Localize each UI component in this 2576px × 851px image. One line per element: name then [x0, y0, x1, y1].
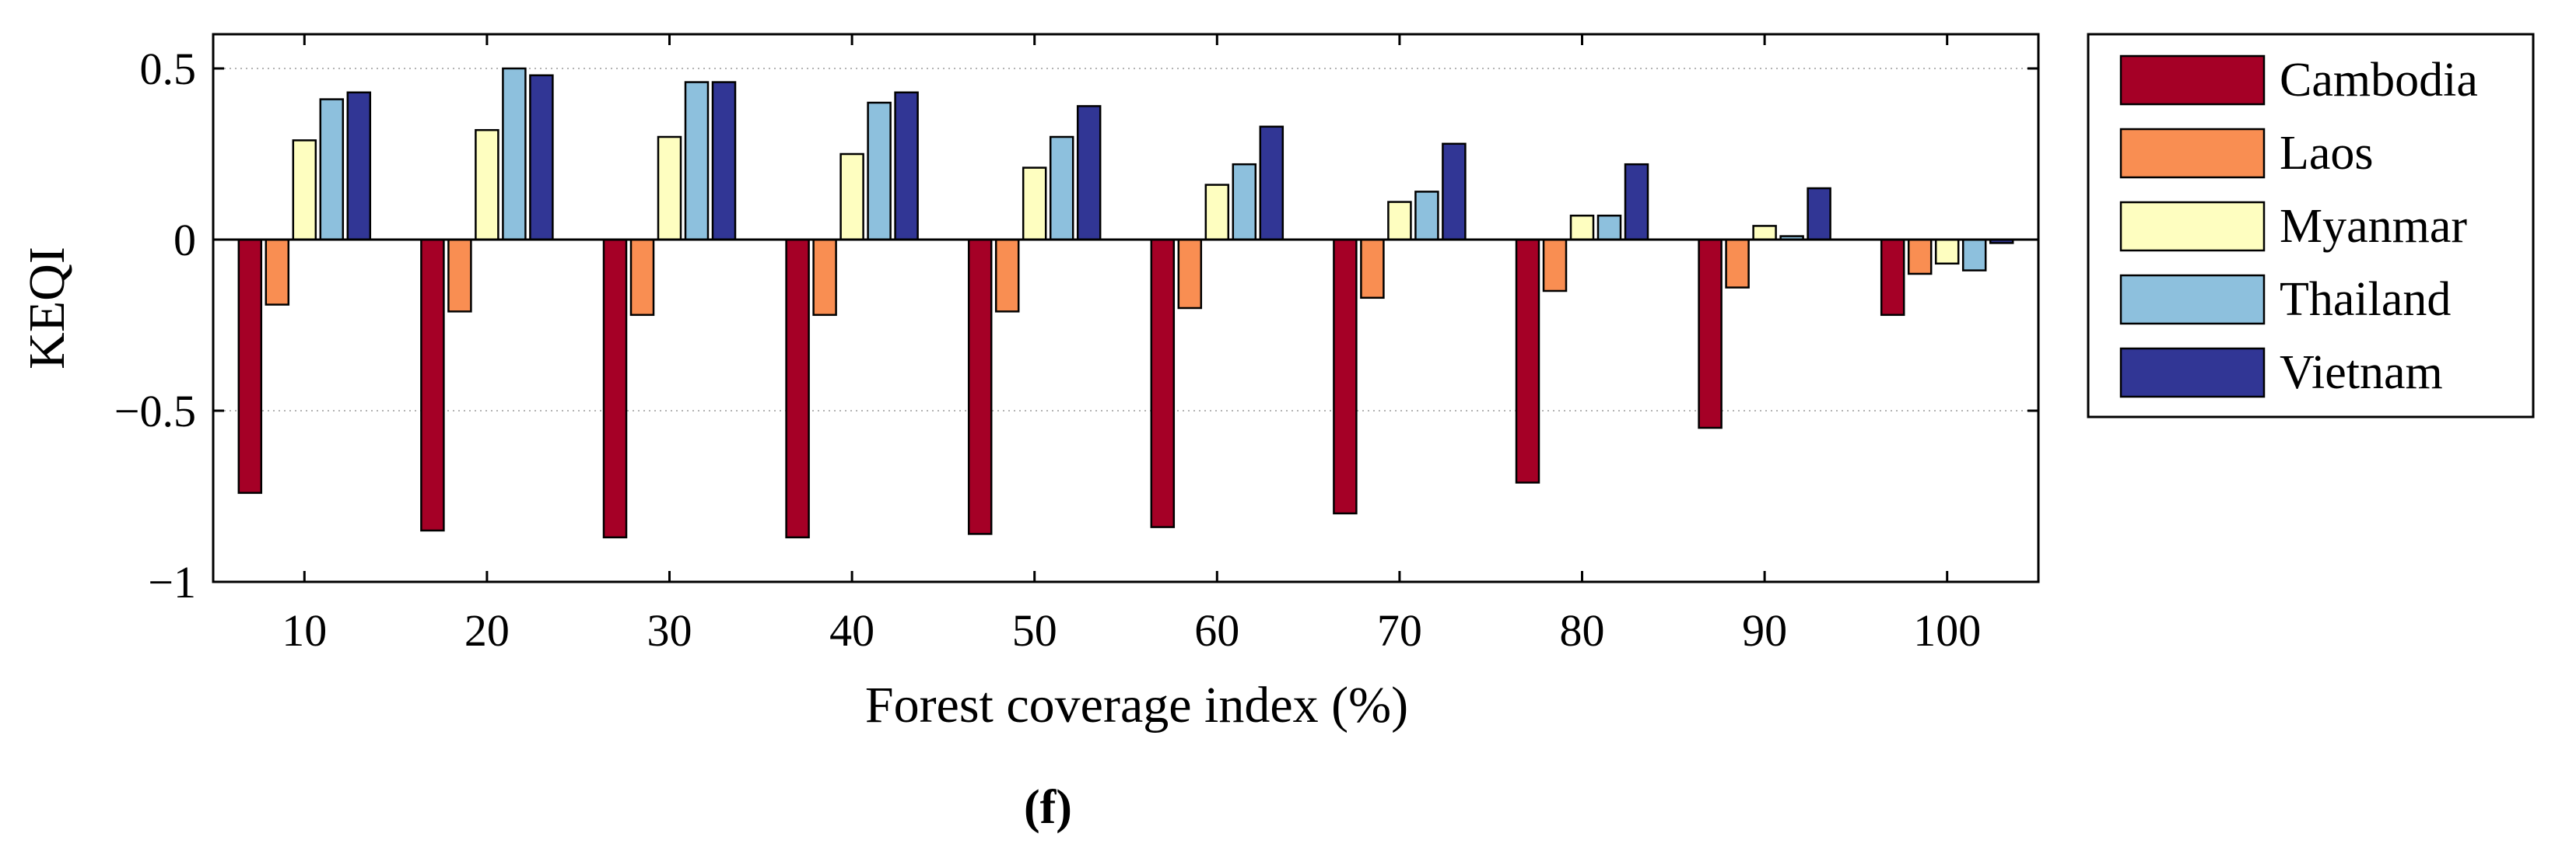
bar-laos-10	[265, 238, 290, 306]
legend-label-cambodia: Cambodia	[2280, 54, 2478, 107]
bar-laos-80	[1542, 238, 1568, 292]
bar-thailand-50	[1049, 135, 1074, 241]
bar-laos-60	[1177, 238, 1203, 310]
bars	[237, 67, 2014, 539]
x-tick-label: 10	[282, 605, 327, 656]
bar-vietnam-60	[1259, 125, 1284, 241]
bar-myanmar-100	[1934, 238, 1960, 265]
x-axis: 10 20 30 40 50 60 70 80 90 100	[282, 34, 1981, 656]
legend-label-vietnam: Vietnam	[2280, 346, 2443, 399]
bar-laos-70	[1360, 238, 1385, 299]
bar-cambodia-10	[237, 238, 263, 494]
gridlines	[213, 68, 2038, 411]
plot-area	[212, 33, 2040, 583]
y-tick-label: 0.5	[140, 44, 197, 94]
bar-thailand-100	[1961, 238, 1987, 271]
x-axis-title: Forest coverage index (%)	[865, 677, 1408, 734]
bar-myanmar-10	[292, 139, 317, 241]
bar-vietnam-20	[529, 74, 554, 241]
bar-cambodia-80	[1515, 238, 1540, 484]
bar-vietnam-30	[711, 81, 737, 241]
bar-cambodia-90	[1698, 238, 1723, 429]
bar-laos-20	[447, 238, 472, 313]
bar-cambodia-50	[967, 238, 993, 535]
bar-thailand-30	[684, 81, 710, 241]
bar-myanmar-70	[1387, 201, 1412, 241]
bar-myanmar-90	[1752, 225, 1777, 241]
bar-cambodia-60	[1150, 238, 1176, 528]
x-tick-label: 70	[1377, 605, 1422, 656]
bar-myanmar-40	[839, 152, 864, 241]
y-tick-label: −0.5	[114, 386, 196, 436]
bar-vietnam-80	[1624, 163, 1649, 241]
legend-swatch-myanmar	[2119, 201, 2266, 252]
bar-vietnam-10	[346, 91, 372, 241]
bar-cambodia-100	[1880, 238, 1905, 317]
bar-vietnam-40	[894, 91, 919, 241]
bar-laos-40	[812, 238, 837, 317]
bar-thailand-80	[1596, 214, 1622, 241]
bar-vietnam-50	[1076, 105, 1102, 241]
bar-myanmar-80	[1569, 214, 1595, 241]
bar-cambodia-70	[1333, 238, 1358, 515]
figure-caption: (f)	[1024, 781, 1072, 834]
bar-cambodia-40	[785, 238, 810, 539]
x-tick-label: 100	[1913, 605, 1981, 656]
bar-laos-50	[994, 238, 1020, 313]
legend: Cambodia Laos Myanmar Thailand Vietnam	[2087, 33, 2535, 418]
legend-label-myanmar: Myanmar	[2280, 200, 2467, 253]
legend-label-laos: Laos	[2280, 127, 2374, 180]
bar-myanmar-20	[475, 128, 499, 241]
x-tick-label: 50	[1012, 605, 1057, 656]
bar-thailand-10	[319, 98, 345, 241]
y-tick-label: 0	[173, 215, 196, 265]
x-tick-label: 20	[464, 605, 510, 656]
bar-vietnam-70	[1442, 142, 1467, 241]
x-tick-label: 30	[647, 605, 692, 656]
bar-laos-90	[1725, 238, 1750, 289]
bar-myanmar-50	[1022, 166, 1047, 241]
x-tick-label: 90	[1742, 605, 1787, 656]
bar-thailand-60	[1232, 163, 1257, 241]
legend-swatch-laos	[2119, 128, 2266, 179]
legend-swatch-vietnam	[2119, 347, 2266, 398]
legend-swatch-thailand	[2119, 274, 2266, 325]
bar-laos-30	[629, 238, 655, 317]
x-tick-label: 40	[829, 605, 874, 656]
bar-thailand-70	[1414, 191, 1439, 241]
x-tick-label: 60	[1194, 605, 1239, 656]
bar-vietnam-90	[1807, 187, 1831, 241]
bar-myanmar-60	[1204, 184, 1230, 241]
y-tick-label: −1	[148, 557, 196, 608]
bar-myanmar-30	[657, 135, 682, 241]
bar-cambodia-20	[420, 238, 445, 532]
bar-thailand-40	[867, 101, 892, 241]
y-axis: 0.5 0 −0.5 −1	[114, 44, 2038, 608]
bar-cambodia-30	[602, 238, 628, 539]
legend-swatch-cambodia	[2119, 54, 2266, 106]
bar-thailand-20	[502, 67, 527, 241]
y-axis-title: KEQI	[19, 247, 75, 369]
x-tick-label: 80	[1560, 605, 1605, 656]
bar-laos-100	[1907, 238, 1933, 275]
legend-label-thailand: Thailand	[2280, 273, 2451, 326]
